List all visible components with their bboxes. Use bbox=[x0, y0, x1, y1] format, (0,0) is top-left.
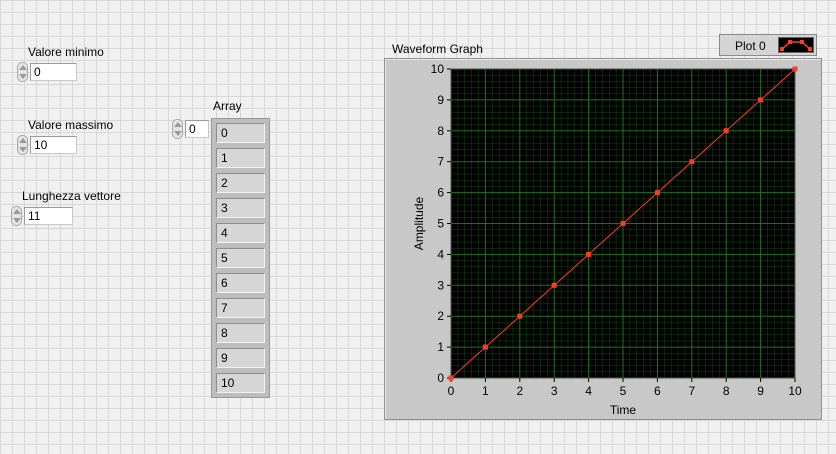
plot-line-icon bbox=[780, 40, 812, 51]
array-index-stepper[interactable] bbox=[172, 119, 183, 139]
increment-icon[interactable] bbox=[19, 65, 27, 70]
vector-length-label: Lunghezza vettore bbox=[22, 189, 121, 203]
waveform-graph bbox=[384, 58, 822, 420]
array-index-control[interactable]: 0 bbox=[172, 119, 210, 139]
vector-length-stepper[interactable] bbox=[11, 206, 22, 226]
decrement-icon[interactable] bbox=[19, 147, 27, 152]
increment-icon[interactable] bbox=[174, 122, 182, 127]
min-value-input[interactable]: 0 bbox=[30, 63, 77, 81]
plot-legend[interactable]: Plot 0 bbox=[719, 34, 817, 56]
min-value-label: Valore minimo bbox=[28, 45, 104, 59]
array-element: 5 bbox=[216, 248, 265, 268]
array-label: Array bbox=[213, 99, 242, 113]
max-value-stepper[interactable] bbox=[17, 135, 28, 155]
array-element: 4 bbox=[216, 223, 265, 243]
legend-label: Plot 0 bbox=[735, 39, 766, 53]
graph-title: Waveform Graph bbox=[392, 42, 483, 56]
array-element: 1 bbox=[216, 148, 265, 168]
array-element: 0 bbox=[216, 123, 265, 143]
min-value-control[interactable]: 0 bbox=[17, 62, 79, 82]
plot-style-swatch[interactable] bbox=[778, 37, 814, 53]
array-index-input[interactable]: 0 bbox=[185, 120, 209, 138]
min-value-stepper[interactable] bbox=[17, 62, 28, 82]
array-element: 9 bbox=[216, 348, 265, 368]
vector-length-control[interactable]: 11 bbox=[11, 206, 75, 226]
max-value-input[interactable]: 10 bbox=[30, 136, 77, 154]
max-value-label: Valore massimo bbox=[28, 118, 114, 132]
increment-icon[interactable] bbox=[13, 209, 21, 214]
array-element: 6 bbox=[216, 273, 265, 293]
array-indicator: 0 1 2 3 4 5 6 7 8 9 10 bbox=[211, 118, 270, 398]
array-element: 7 bbox=[216, 298, 265, 318]
array-element: 3 bbox=[216, 198, 265, 218]
decrement-icon[interactable] bbox=[19, 74, 27, 79]
decrement-icon[interactable] bbox=[13, 218, 21, 223]
array-element: 10 bbox=[216, 373, 265, 393]
array-element: 2 bbox=[216, 173, 265, 193]
decrement-icon[interactable] bbox=[174, 131, 182, 136]
array-element: 8 bbox=[216, 323, 265, 343]
vector-length-input[interactable]: 11 bbox=[24, 207, 73, 225]
max-value-control[interactable]: 10 bbox=[17, 135, 79, 155]
increment-icon[interactable] bbox=[19, 138, 27, 143]
